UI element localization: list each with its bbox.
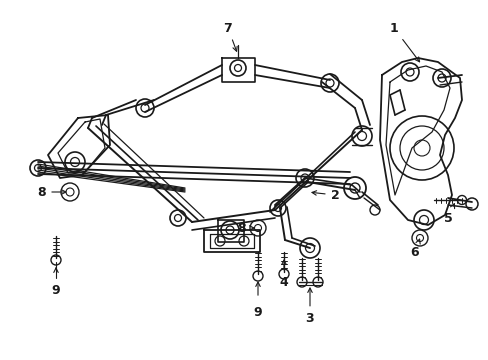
Text: 6: 6 xyxy=(410,239,419,258)
Circle shape xyxy=(30,160,46,176)
Circle shape xyxy=(136,99,154,117)
Text: 1: 1 xyxy=(389,22,419,62)
Text: 4: 4 xyxy=(279,260,288,288)
Circle shape xyxy=(299,238,319,258)
Circle shape xyxy=(465,198,477,210)
Circle shape xyxy=(389,116,453,180)
Circle shape xyxy=(400,63,418,81)
Circle shape xyxy=(413,210,433,230)
Circle shape xyxy=(269,200,285,216)
Circle shape xyxy=(239,236,248,246)
Text: 2: 2 xyxy=(311,189,339,202)
Circle shape xyxy=(351,126,371,146)
Circle shape xyxy=(249,220,265,236)
Text: 8: 8 xyxy=(38,185,66,198)
Circle shape xyxy=(279,269,288,279)
Text: 9: 9 xyxy=(253,306,262,319)
Circle shape xyxy=(61,183,79,201)
Circle shape xyxy=(432,69,450,87)
Circle shape xyxy=(170,210,185,226)
Text: 9: 9 xyxy=(52,284,60,297)
Text: 7: 7 xyxy=(223,22,237,51)
Circle shape xyxy=(229,60,245,76)
Circle shape xyxy=(252,271,263,281)
Circle shape xyxy=(343,177,365,199)
Circle shape xyxy=(296,277,306,287)
Circle shape xyxy=(411,230,427,246)
Circle shape xyxy=(369,205,379,215)
Circle shape xyxy=(221,221,239,239)
Circle shape xyxy=(215,236,224,246)
Circle shape xyxy=(320,74,338,92)
Circle shape xyxy=(457,195,466,204)
Circle shape xyxy=(65,152,85,172)
Text: 8: 8 xyxy=(237,221,253,234)
Circle shape xyxy=(295,169,313,187)
Text: 5: 5 xyxy=(443,204,454,225)
Circle shape xyxy=(51,255,61,265)
Text: 3: 3 xyxy=(305,288,314,324)
Circle shape xyxy=(312,277,323,287)
